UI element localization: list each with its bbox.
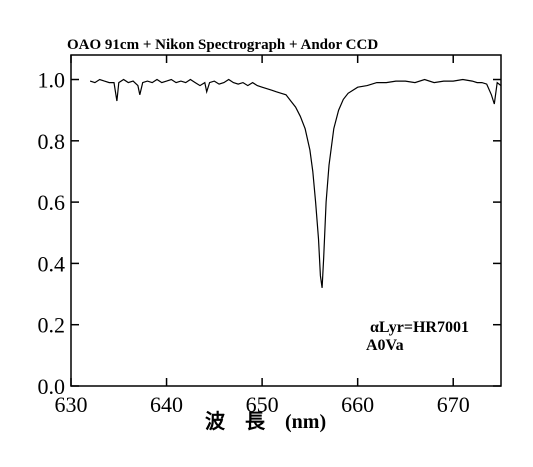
y-tick-label: 0.0 — [38, 374, 66, 399]
y-axis: 0.0 0.2 0.4 0.6 0.8 1.0 — [38, 68, 501, 399]
star-label: αLyr=HR7001 — [370, 319, 469, 336]
x-tick-label: 640 — [150, 392, 183, 417]
spectrum-series-line — [89, 78, 502, 288]
y-tick-label: 0.8 — [38, 129, 66, 154]
x-axis: 630 640 650 660 670 — [55, 55, 470, 417]
y-tick-label: 0.4 — [38, 251, 66, 276]
x-axis-label: 波 長 (nm) — [205, 410, 326, 433]
spectral-type-label: A0Va — [366, 337, 404, 354]
x-tick-label: 630 — [55, 392, 88, 417]
y-tick-label: 0.2 — [38, 313, 66, 338]
x-tick-label: 670 — [437, 392, 470, 417]
x-tick-label: 660 — [341, 392, 374, 417]
chart-title: OAO 91cm + Nikon Spectrograph + Andor CC… — [67, 37, 378, 53]
y-tick-label: 1.0 — [38, 68, 66, 93]
y-tick-label: 0.6 — [38, 190, 66, 215]
plot-frame — [70, 54, 502, 387]
x-tick-label: 650 — [246, 392, 279, 417]
